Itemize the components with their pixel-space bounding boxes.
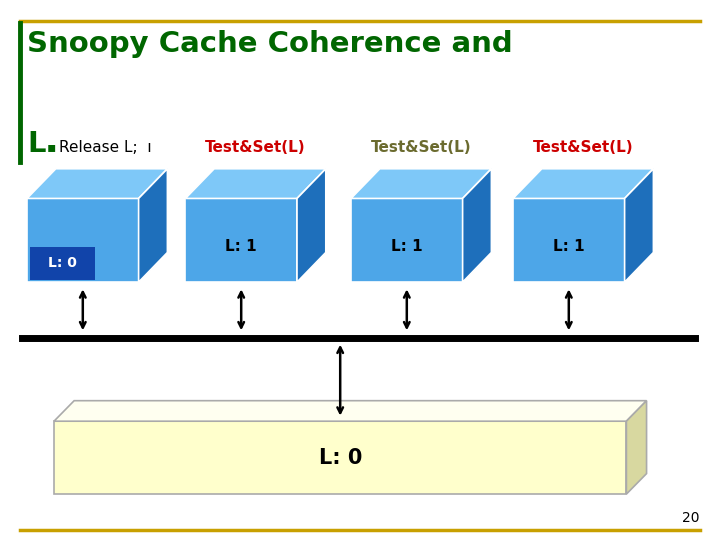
Polygon shape	[54, 421, 626, 494]
Polygon shape	[626, 401, 647, 494]
Polygon shape	[513, 198, 625, 282]
Text: Test&Set(L): Test&Set(L)	[205, 140, 306, 156]
Text: L: 1: L: 1	[225, 240, 257, 254]
Polygon shape	[625, 168, 654, 282]
Polygon shape	[513, 168, 654, 198]
Text: Test&Set(L): Test&Set(L)	[371, 140, 472, 156]
Polygon shape	[351, 198, 462, 282]
Polygon shape	[27, 198, 138, 282]
Polygon shape	[351, 168, 491, 198]
Polygon shape	[186, 198, 297, 282]
Polygon shape	[138, 168, 167, 282]
Polygon shape	[30, 246, 94, 280]
Polygon shape	[27, 168, 167, 198]
Text: L: 1: L: 1	[391, 240, 423, 254]
Text: Test&Set(L): Test&Set(L)	[533, 140, 634, 156]
Text: L: 1: L: 1	[553, 240, 585, 254]
Polygon shape	[462, 168, 491, 282]
Text: ▪: ▪	[47, 140, 56, 154]
Text: L: 0: L: 0	[48, 256, 77, 270]
Text: 20: 20	[683, 511, 700, 525]
Text: L: 0: L: 0	[318, 448, 362, 468]
Text: L: L	[27, 130, 46, 158]
Polygon shape	[54, 401, 647, 421]
Polygon shape	[297, 168, 325, 282]
Polygon shape	[186, 168, 325, 198]
Text: Release L;  ı: Release L; ı	[59, 140, 152, 156]
Text: Snoopy Cache Coherence and: Snoopy Cache Coherence and	[27, 30, 513, 58]
